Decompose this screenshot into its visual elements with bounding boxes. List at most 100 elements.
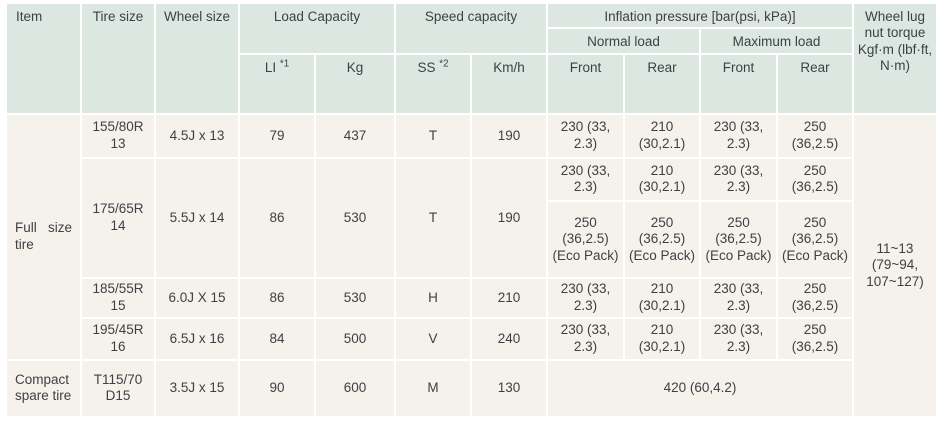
header-normal-rear: Rear bbox=[625, 54, 699, 113]
speed-symbol-cell: H bbox=[396, 278, 470, 317]
tire-size-cell: 155/80R 13 bbox=[82, 114, 154, 157]
header-kg: Kg bbox=[316, 54, 394, 113]
pressure-max-rear-cell: 250 (36,2.5) bbox=[778, 278, 852, 317]
pressure-max-rear-eco-cell: 250 (36,2.5) (Eco Pack) bbox=[778, 201, 852, 277]
speed-symbol-cell: M bbox=[396, 360, 470, 416]
load-index-cell: 86 bbox=[240, 278, 314, 317]
pressure-normal-rear-cell: 210 (30,2.1) bbox=[625, 114, 699, 157]
table-row: 250 (36,2.5) (Eco Pack) 250 (36,2.5) (Ec… bbox=[7, 201, 936, 277]
pressure-normal-front-cell: 230 (33, 2.3) bbox=[548, 158, 623, 200]
wheel-size-cell: 6.5J x 16 bbox=[156, 318, 238, 359]
header-ss-footnote: *2 bbox=[439, 58, 449, 70]
header-li-footnote: *1 bbox=[279, 58, 290, 70]
header-ss: SS *2 bbox=[396, 54, 470, 113]
tire-size-cell: 185/55R 15 bbox=[82, 278, 154, 317]
pressure-max-front-eco-cell: 250 (36,2.5) (Eco Pack) bbox=[701, 201, 776, 277]
header-kmh: Km/h bbox=[472, 54, 546, 113]
pressure-normal-front-cell: 230 (33, 2.3) bbox=[548, 318, 623, 359]
load-kg-cell: 437 bbox=[316, 114, 394, 157]
header-max-rear-label: Rear bbox=[800, 59, 830, 75]
tire-size-cell: 175/65R 14 bbox=[82, 158, 154, 277]
header-normal-rear-label: Rear bbox=[647, 59, 677, 75]
header-kmh-label: Km/h bbox=[493, 59, 525, 75]
pressure-normal-rear-eco-cell: 250 (36,2.5) (Eco Pack) bbox=[625, 201, 699, 277]
pressure-normal-front-eco-cell: 250 (36,2.5) (Eco Pack) bbox=[548, 201, 623, 277]
header-load-capacity: Load Capacity bbox=[240, 4, 394, 53]
pressure-max-front-cell: 230 (33, 2.3) bbox=[701, 158, 776, 200]
pressure-normal-front-cell: 230 (33, 2.3) bbox=[548, 114, 623, 157]
load-kg-cell: 600 bbox=[316, 360, 394, 416]
pressure-spare-cell: 420 (60,4.2) bbox=[548, 360, 852, 416]
speed-kmh-cell: 210 bbox=[472, 278, 546, 317]
pressure-max-rear-cell: 250 (36,2.5) bbox=[778, 318, 852, 359]
header-max-front: Front bbox=[701, 54, 776, 113]
header-li-label: LI bbox=[264, 59, 277, 75]
pressure-max-front-cell: 230 (33, 2.3) bbox=[701, 318, 776, 359]
pressure-normal-rear-cell: 210 (30,2.1) bbox=[625, 278, 699, 317]
table-row: Compact spare tire T115/70 D15 3.5J x 15… bbox=[7, 360, 936, 416]
header-normal-front: Front bbox=[548, 54, 623, 113]
wheel-size-cell: 6.0J X 15 bbox=[156, 278, 238, 317]
full-size-tire-label: Full size tire bbox=[7, 114, 80, 359]
pressure-normal-front-cell: 230 (33, 2.3) bbox=[548, 278, 623, 317]
header-item: Item bbox=[7, 4, 80, 113]
header-item-label: Item bbox=[16, 9, 43, 24]
pressure-max-front-cell: 230 (33, 2.3) bbox=[701, 278, 776, 317]
wheel-size-cell: 4.5J x 13 bbox=[156, 114, 238, 157]
header-kg-label: Kg bbox=[346, 59, 364, 75]
pressure-normal-rear-cell: 210 (30,2.1) bbox=[625, 318, 699, 359]
tire-spec-table-container: Item Tire size Wheel size Load Capacity … bbox=[5, 2, 938, 418]
tire-size-cell: 195/45R 16 bbox=[82, 318, 154, 359]
header-inflation-pressure-label: Inflation pressure [bar(psi, kPa)] bbox=[604, 9, 796, 24]
load-kg-cell: 500 bbox=[316, 318, 394, 359]
header-row-2: Normal load Maximum load bbox=[7, 29, 936, 53]
speed-symbol-cell: V bbox=[396, 318, 470, 359]
tire-size-cell: T115/70 D15 bbox=[82, 360, 154, 416]
pressure-normal-rear-cell: 210 (30,2.1) bbox=[625, 158, 699, 200]
load-index-cell: 84 bbox=[240, 318, 314, 359]
table-row: 185/55R 15 6.0J X 15 86 530 H 210 230 (3… bbox=[7, 278, 936, 317]
header-normal-front-label: Front bbox=[569, 59, 602, 75]
load-index-cell: 79 bbox=[240, 114, 314, 157]
wheel-size-cell: 5.5J x 14 bbox=[156, 158, 238, 277]
speed-kmh-cell: 130 bbox=[472, 360, 546, 416]
compact-spare-tire-label: Compact spare tire bbox=[7, 360, 80, 416]
header-lug-nut-torque-label: Wheel lug nut torque Kgf·m (lbf·ft, N·m) bbox=[857, 9, 933, 74]
speed-kmh-cell: 190 bbox=[472, 114, 546, 157]
header-normal-load: Normal load bbox=[548, 29, 699, 53]
load-index-cell: 90 bbox=[240, 360, 314, 416]
speed-kmh-cell: 240 bbox=[472, 318, 546, 359]
speed-symbol-cell: T bbox=[396, 114, 470, 157]
header-lug-nut-torque: Wheel lug nut torque Kgf·m (lbf·ft, N·m) bbox=[854, 4, 936, 113]
pressure-max-rear-cell: 250 (36,2.5) bbox=[778, 114, 852, 157]
header-row-3: LI *1 Kg SS *2 Km/h Front Rear Front Rea… bbox=[7, 54, 936, 113]
header-normal-load-label: Normal load bbox=[587, 34, 660, 50]
header-tire-size-label: Tire size bbox=[92, 9, 144, 24]
load-index-cell: 86 bbox=[240, 158, 314, 277]
speed-symbol-cell: T bbox=[396, 158, 470, 277]
pressure-max-rear-cell: 250 (36,2.5) bbox=[778, 158, 852, 200]
header-li: LI *1 bbox=[240, 54, 314, 113]
table-row: 195/45R 16 6.5J x 16 84 500 V 240 230 (3… bbox=[7, 318, 936, 359]
header-speed-capacity-label: Speed capacity bbox=[424, 9, 518, 24]
speed-kmh-cell: 190 bbox=[472, 158, 546, 277]
table-row: 175/65R 14 5.5J x 14 86 530 T 190 230 (3… bbox=[7, 158, 936, 277]
header-maximum-load: Maximum load bbox=[701, 29, 852, 53]
header-maximum-load-label: Maximum load bbox=[732, 34, 821, 50]
header-wheel-size-label: Wheel size bbox=[163, 9, 231, 24]
header-tire-size: Tire size bbox=[82, 4, 154, 113]
header-max-front-label: Front bbox=[722, 59, 755, 75]
pressure-max-front-cell: 230 (33, 2.3) bbox=[701, 114, 776, 157]
header-row-1: Item Tire size Wheel size Load Capacity … bbox=[7, 4, 936, 113]
header-max-rear: Rear bbox=[778, 54, 852, 113]
header-load-capacity-label: Load Capacity bbox=[273, 9, 361, 24]
header-ss-label: SS bbox=[417, 59, 436, 75]
header-inflation-pressure: Inflation pressure [bar(psi, kPa)] bbox=[548, 4, 852, 28]
tire-spec-table: Item Tire size Wheel size Load Capacity … bbox=[5, 2, 938, 418]
table-row: Full size tire 155/80R 13 4.5J x 13 79 4… bbox=[7, 114, 936, 416]
wheel-size-cell: 3.5J x 15 bbox=[156, 360, 238, 416]
lug-nut-torque-cell: 11~13 (79~94, 107~127) bbox=[854, 114, 936, 416]
header-speed-capacity: Speed capacity bbox=[396, 4, 546, 53]
header-wheel-size: Wheel size bbox=[156, 4, 238, 113]
load-kg-cell: 530 bbox=[316, 278, 394, 317]
